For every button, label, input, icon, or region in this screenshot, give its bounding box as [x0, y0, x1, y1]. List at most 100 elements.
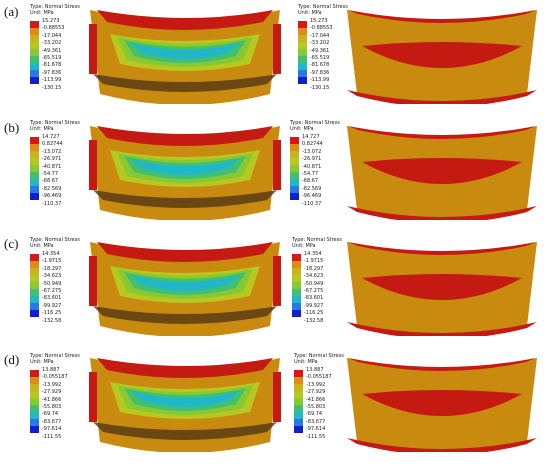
legend-swatch	[298, 21, 307, 28]
legend-color-bar	[292, 254, 301, 317]
legend-swatch	[294, 384, 303, 391]
legend-swatch	[290, 165, 299, 172]
legend-value: -130.15	[42, 84, 62, 91]
legend-value: -33.202	[42, 40, 62, 47]
contour-plot-b-right	[347, 126, 537, 220]
legend-value: -13.072	[302, 148, 322, 155]
legend-value: -65.519	[310, 54, 330, 61]
contour-band	[131, 43, 239, 59]
legend-swatch	[30, 158, 39, 165]
legend-unit: Unit: MPa	[30, 10, 54, 16]
legend-swatch	[298, 28, 307, 35]
legend-swatch	[30, 398, 39, 405]
legend-value: -50.949	[42, 280, 62, 287]
legend-swatch	[30, 77, 39, 84]
contour-plot-a-right	[347, 10, 537, 104]
bottom-stress-band	[347, 90, 537, 104]
legend-swatch	[30, 179, 39, 186]
legend-swatch	[30, 137, 39, 144]
legend-value: 0.82744	[42, 141, 63, 148]
legend-swatch	[30, 377, 39, 384]
legend-swatch	[30, 370, 39, 377]
legend-value: -0.88553	[42, 25, 65, 32]
panel-label-c: (c)	[4, 236, 19, 251]
legend-value: -34.623	[304, 273, 324, 280]
legend-value: -83.601	[42, 295, 62, 302]
legend-value: -54.77	[302, 170, 319, 177]
contour-plot-b-left	[89, 126, 281, 220]
legend-title: Type: Normal Stress	[290, 120, 340, 126]
legend-swatch	[294, 412, 303, 419]
legend-value: -96.469	[302, 193, 322, 200]
legend-swatch	[294, 419, 303, 426]
bottom-stress-band	[347, 322, 537, 336]
legend-swatch	[298, 70, 307, 77]
top-stress-band	[97, 126, 273, 146]
legend-unit: Unit: MPa	[30, 243, 54, 249]
legend-color-bar	[30, 370, 39, 433]
legend-swatch	[30, 254, 39, 261]
legend-value: -110.37	[302, 200, 322, 207]
legend-title: Type: Normal Stress	[30, 4, 80, 10]
legend-c-right: Type: Normal Stress Unit: MPa 14.354 -1.971…	[292, 237, 362, 324]
stress-core	[362, 42, 522, 68]
legend-value: -97.836	[42, 69, 62, 76]
legend-swatch	[292, 254, 301, 261]
legend-unit: Unit: MPa	[30, 126, 54, 132]
legend-value: -50.949	[304, 280, 324, 287]
legend-swatch	[290, 172, 299, 179]
top-stress-band	[97, 10, 273, 30]
legend-swatch	[30, 63, 39, 70]
legend-swatch	[292, 310, 301, 317]
legend-swatch	[30, 28, 39, 35]
side-edge	[273, 24, 281, 74]
legend-b-left: Type: Normal Stress Unit: MPa 14.727 0.8274…	[30, 120, 100, 207]
legend-value: 14.727	[302, 134, 320, 140]
legend-value: -13.072	[42, 148, 62, 155]
legend-value: -110.37	[42, 200, 62, 207]
legend-value: -55.803	[306, 403, 326, 410]
legend-value: -49.361	[42, 47, 62, 54]
legend-value: -97.614	[42, 426, 62, 433]
legend-swatch	[294, 377, 303, 384]
legend-swatch	[30, 426, 39, 433]
legend-swatch	[30, 303, 39, 310]
legend-value: 15.273	[42, 18, 60, 24]
legend-swatch	[30, 384, 39, 391]
legend-swatch	[294, 426, 303, 433]
legend-swatch	[290, 137, 299, 144]
legend-swatch	[30, 165, 39, 172]
legend-swatch	[30, 70, 39, 77]
dark-band	[93, 190, 277, 208]
legend-value: -34.623	[42, 273, 62, 280]
legend-swatch	[30, 275, 39, 282]
legend-swatch	[290, 144, 299, 151]
legend-swatch	[292, 282, 301, 289]
panel-label-a: (a)	[4, 4, 19, 19]
side-edge	[89, 140, 97, 190]
legend-value: -26.971	[302, 156, 322, 163]
legend-value: 14.354	[304, 251, 322, 257]
legend-value: -111.55	[306, 433, 326, 440]
legend-value: -18.297	[42, 265, 62, 272]
legend-value: -17.044	[42, 32, 62, 39]
legend-value: -83.677	[42, 418, 62, 425]
side-edge	[89, 256, 97, 306]
dark-band	[93, 422, 277, 440]
legend-value: 14.354	[42, 251, 60, 257]
legend-title: Type: Normal Stress	[298, 4, 348, 10]
legend-unit: Unit: MPa	[292, 243, 316, 249]
legend-value: -41.866	[306, 396, 326, 403]
legend-value: -113.99	[310, 77, 330, 84]
legend-value: -55.803	[42, 403, 62, 410]
legend-swatch	[290, 158, 299, 165]
legend-value: -26.971	[42, 156, 62, 163]
legend-value: -0.88553	[310, 25, 333, 32]
legend-b-right: Type: Normal Stress Unit: MPa 14.727 0.8274…	[290, 120, 360, 207]
stress-core	[362, 158, 522, 184]
legend-d-right: Type: Normal Stress Unit: MPa 13.887 -0.055…	[294, 353, 364, 440]
side-edge	[273, 256, 281, 306]
legend-value: -111.55	[42, 433, 62, 440]
legend-value: -113.99	[42, 77, 62, 84]
legend-value: 13.887	[42, 367, 60, 373]
